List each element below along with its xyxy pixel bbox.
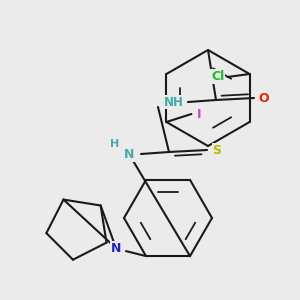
Text: S: S — [212, 143, 221, 157]
Text: N: N — [111, 242, 121, 255]
Text: H: H — [110, 139, 120, 149]
Text: N: N — [124, 148, 134, 160]
Text: Cl: Cl — [211, 70, 224, 83]
Text: I: I — [197, 107, 202, 121]
Text: N: N — [111, 242, 121, 255]
Text: O: O — [259, 92, 269, 104]
Text: NH: NH — [164, 95, 184, 109]
